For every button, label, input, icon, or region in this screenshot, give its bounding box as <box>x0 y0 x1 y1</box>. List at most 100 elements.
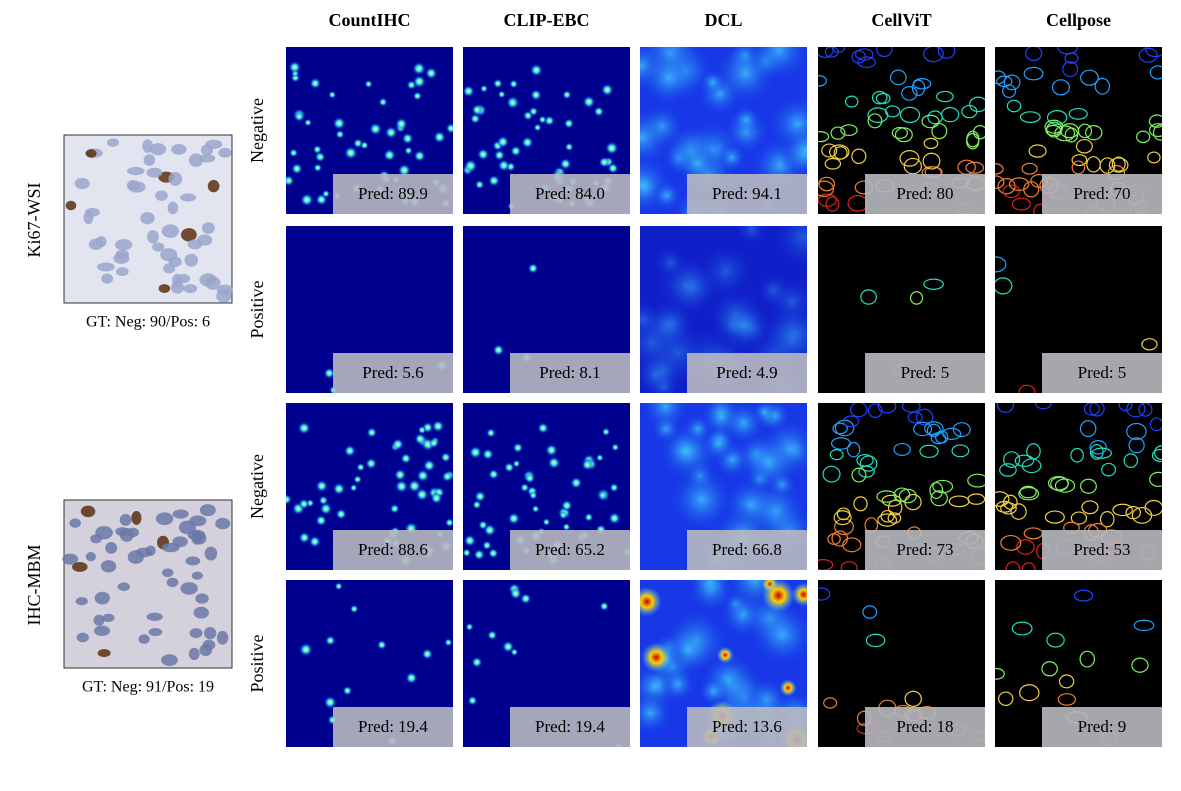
density-peak <box>488 468 500 480</box>
cell <box>640 580 807 747</box>
density-peak <box>383 148 396 162</box>
dataset-label: IHC-MBM <box>24 544 44 625</box>
cell <box>995 403 1162 570</box>
cell-contour <box>1000 502 1017 515</box>
density-peak <box>463 548 472 558</box>
cell-contour <box>867 113 883 129</box>
nucleus <box>117 582 130 591</box>
row-label: Positive <box>247 634 267 692</box>
cell <box>640 403 807 570</box>
density-peak <box>600 83 614 97</box>
pred-label: Pred: 8.1 <box>539 363 600 382</box>
nucleus <box>203 626 217 640</box>
nucleus <box>189 628 203 639</box>
pred-box <box>510 174 630 214</box>
cell-contour <box>899 106 921 124</box>
nucleus <box>85 551 96 562</box>
pred-label: Pred: 80 <box>896 184 953 203</box>
density-peak <box>537 422 549 434</box>
cell-contour <box>1108 157 1129 173</box>
cell-contour <box>1133 619 1155 632</box>
cell-contour <box>836 507 851 521</box>
density-peak <box>422 459 436 472</box>
cell-contour <box>832 422 848 435</box>
density-peak <box>479 84 489 93</box>
cell-contour <box>853 496 868 512</box>
nucleus <box>199 504 216 517</box>
cell-contour <box>822 465 841 483</box>
cell-contour <box>966 132 980 150</box>
nucleus <box>198 154 216 163</box>
density-peak <box>497 90 506 99</box>
cell-contour <box>941 107 960 123</box>
cell-contour <box>1011 621 1033 636</box>
density-peak <box>431 419 445 433</box>
density-peak <box>440 451 452 463</box>
density-hot <box>791 582 807 607</box>
cell-contour <box>1141 338 1158 351</box>
cell-contour <box>1002 184 1021 199</box>
density-peak <box>421 648 434 660</box>
cell-contour <box>1145 47 1162 58</box>
pred-label: Pred: 5 <box>901 363 950 382</box>
density-peak <box>353 474 363 484</box>
cell-contour <box>1123 453 1139 468</box>
density-peak <box>611 443 620 452</box>
nucleus <box>97 262 115 272</box>
density-peak <box>394 117 408 131</box>
cell-contour <box>833 510 852 526</box>
nucleus <box>160 248 178 262</box>
density-peak <box>441 470 453 483</box>
cell-contour <box>1125 506 1142 520</box>
cell-contour <box>824 47 839 58</box>
cell-contour <box>867 403 883 419</box>
density-peak <box>564 142 574 152</box>
density-blob <box>689 580 731 603</box>
density-peak <box>512 459 521 468</box>
cell-contour <box>871 90 888 105</box>
density-peak <box>413 149 426 163</box>
cell-contour <box>1010 503 1027 520</box>
cell-contour <box>1068 107 1088 120</box>
pred-box <box>1042 353 1162 393</box>
nucleus <box>195 593 209 604</box>
nucleus <box>216 630 229 645</box>
density-peak <box>497 159 511 172</box>
density-peak <box>315 514 328 527</box>
density-peak <box>428 437 440 449</box>
row-label: Negative <box>247 454 267 519</box>
nucleus <box>100 560 117 573</box>
cell <box>286 580 453 747</box>
pred-label: Pred: 73 <box>896 540 953 559</box>
cell-contour <box>1023 66 1044 81</box>
density-peak <box>472 499 482 510</box>
nucleus <box>155 512 174 526</box>
nucleus <box>75 597 88 606</box>
cell-contour <box>877 513 898 527</box>
nucleus <box>193 606 209 619</box>
density-peak <box>424 66 438 80</box>
cell <box>818 47 985 214</box>
cell-contour <box>856 453 874 467</box>
cell <box>286 47 453 214</box>
density-peak <box>473 548 485 561</box>
density-blob <box>737 430 801 494</box>
density-peak <box>598 156 610 168</box>
density-peak <box>324 635 336 646</box>
density-peak <box>492 78 503 89</box>
density-peak <box>604 141 619 156</box>
cell-contour <box>1003 451 1021 468</box>
cell-contour <box>1019 485 1037 499</box>
nucleus <box>193 532 207 545</box>
nucleus <box>119 514 132 526</box>
density-hot <box>640 586 662 617</box>
cell <box>463 47 630 214</box>
cell <box>818 580 985 747</box>
density-peak <box>601 427 611 437</box>
row-label: Positive <box>247 280 267 338</box>
cell-contour <box>1045 124 1062 137</box>
nucleus <box>183 283 198 294</box>
density-peak <box>298 642 313 657</box>
nucleus <box>146 167 163 178</box>
